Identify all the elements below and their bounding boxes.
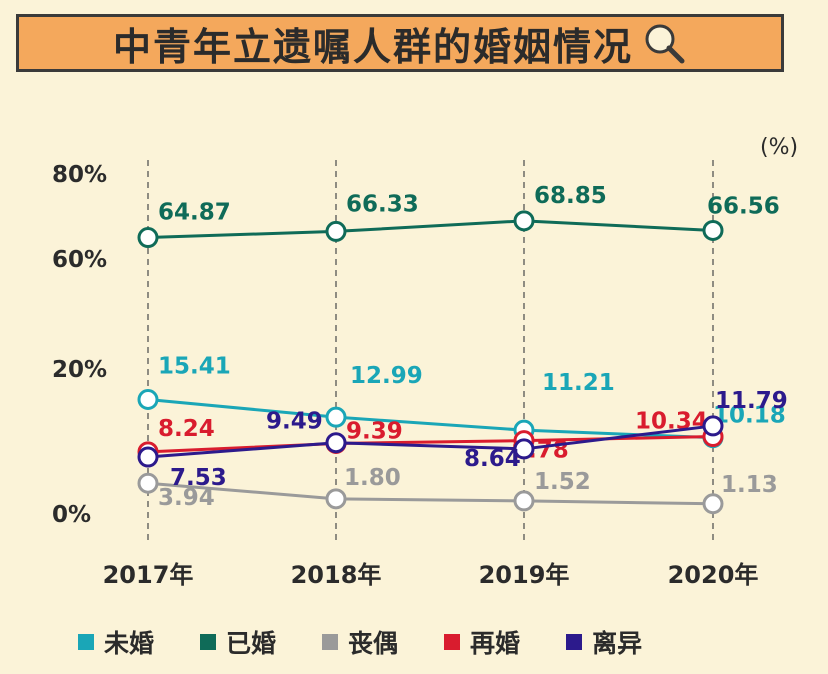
data-label: 10.18 bbox=[713, 403, 786, 429]
data-point bbox=[137, 446, 159, 468]
data-label: 7.53 bbox=[170, 465, 227, 491]
data-point bbox=[325, 432, 347, 454]
y-tick-label: 80% bbox=[52, 162, 107, 188]
data-label: 1.52 bbox=[534, 469, 591, 495]
legend-label: 未婚 bbox=[104, 629, 155, 658]
y-tick-label: 60% bbox=[52, 247, 107, 273]
legend: 未婚 已婚 丧偶 再婚 离异 bbox=[78, 622, 778, 662]
data-label: 66.56 bbox=[707, 193, 780, 219]
data-label: 68.85 bbox=[534, 183, 607, 209]
data-label: 9.39 bbox=[346, 418, 403, 444]
data-label: 3.94 bbox=[158, 485, 215, 511]
series-line bbox=[147, 424, 714, 459]
x-tick-label: 2020年 bbox=[668, 561, 759, 589]
legend-label: 再婚 bbox=[470, 629, 521, 658]
series-4: 7.53 9.49 8.64 11.79 bbox=[137, 388, 788, 491]
data-label: 12.99 bbox=[350, 363, 423, 389]
data-point bbox=[325, 488, 347, 510]
legend-item: 再婚 bbox=[444, 624, 520, 660]
data-label: 11.79 bbox=[715, 388, 788, 414]
data-point bbox=[702, 219, 724, 241]
legend-label: 已婚 bbox=[226, 629, 277, 658]
data-label: 64.87 bbox=[158, 200, 231, 226]
legend-item: 丧偶 bbox=[322, 624, 398, 660]
data-point bbox=[513, 490, 535, 512]
unit-label: (%) bbox=[760, 135, 798, 160]
data-label: 8.64 bbox=[464, 446, 521, 472]
series-layer: 15.41 12.99 11.21 10.18 64.87 66.33 68.85 66.56… bbox=[137, 183, 788, 515]
x-tick-label: 2018年 bbox=[291, 561, 382, 589]
legend-item: 已婚 bbox=[200, 624, 276, 660]
data-point bbox=[137, 227, 159, 249]
data-point bbox=[702, 493, 724, 515]
y-tick-label: 0% bbox=[52, 502, 91, 528]
magnifier-icon bbox=[645, 24, 685, 64]
legend-swatch bbox=[200, 634, 217, 650]
data-label: 66.33 bbox=[346, 191, 419, 217]
data-label: 1.13 bbox=[721, 472, 778, 498]
chart-title: 中青年立遗嘱人群的婚姻情况 bbox=[112, 24, 633, 69]
data-label: 15.41 bbox=[158, 354, 231, 380]
data-label: 1.80 bbox=[344, 465, 401, 491]
data-label: 9.49 bbox=[266, 409, 323, 435]
series-2: 3.94 1.80 1.52 1.13 bbox=[137, 465, 778, 515]
grid-lines bbox=[147, 160, 714, 540]
data-point bbox=[325, 220, 347, 242]
legend-item: 离异 bbox=[566, 624, 642, 660]
y-axis-ticks: 80% 60% 20% 0% bbox=[52, 162, 107, 528]
legend-swatch bbox=[322, 634, 339, 650]
data-point bbox=[137, 472, 159, 494]
series-1: 64.87 66.33 68.85 66.56 bbox=[137, 183, 780, 249]
x-axis-ticks: 2017年 2018年 2019年 2020年 bbox=[103, 561, 759, 589]
data-point bbox=[325, 406, 347, 428]
y-tick-label: 20% bbox=[52, 357, 107, 383]
series-line bbox=[147, 398, 714, 440]
legend-label: 丧偶 bbox=[348, 629, 399, 658]
data-point bbox=[702, 415, 724, 437]
data-point bbox=[513, 438, 535, 460]
data-label: 11.21 bbox=[542, 370, 615, 396]
chart-title-banner: 中青年立遗嘱人群的婚姻情况 bbox=[16, 14, 784, 72]
legend-swatch bbox=[444, 634, 461, 650]
series-line bbox=[147, 481, 714, 506]
series-line bbox=[147, 219, 714, 240]
data-point bbox=[137, 389, 159, 411]
x-tick-label: 2017年 bbox=[103, 561, 194, 589]
legend-swatch bbox=[566, 634, 583, 650]
data-label: 8.24 bbox=[158, 416, 215, 442]
legend-item: 未婚 bbox=[78, 624, 154, 660]
legend-label: 离异 bbox=[592, 629, 643, 658]
legend-swatch bbox=[78, 634, 94, 650]
x-tick-label: 2019年 bbox=[479, 561, 570, 589]
data-point bbox=[513, 210, 535, 232]
